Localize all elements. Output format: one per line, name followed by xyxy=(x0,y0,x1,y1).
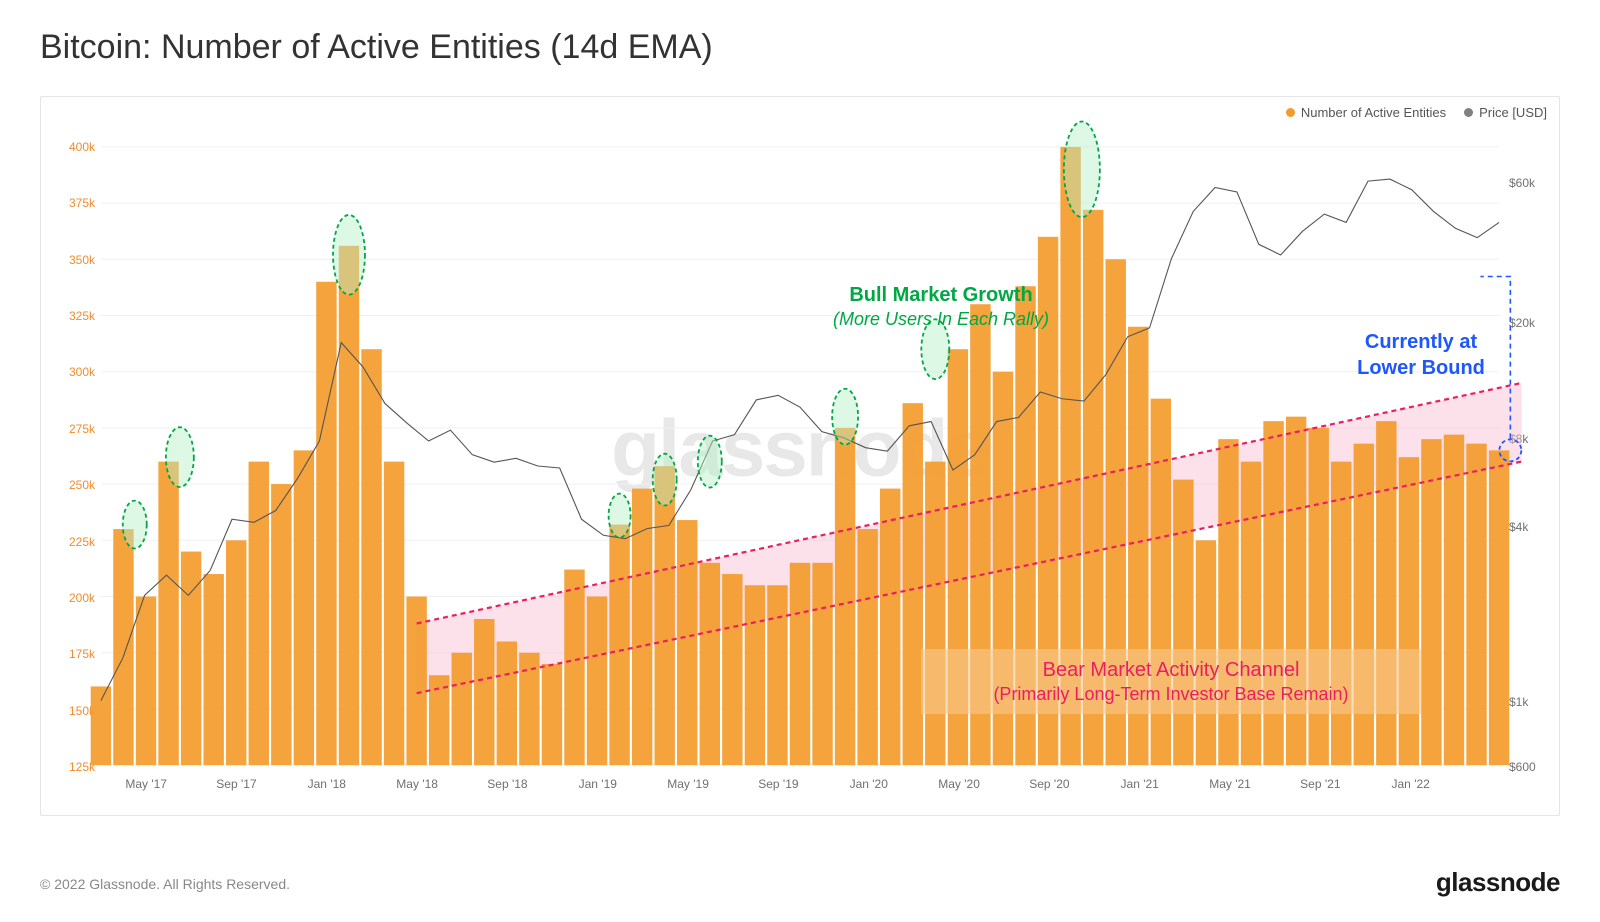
annotation-current-line2: Lower Bound xyxy=(1331,355,1511,381)
brand-logo: glassnode xyxy=(1436,867,1560,898)
chart-container: Number of Active Entities Price [USD] gl… xyxy=(40,96,1560,816)
annotation-bull-line1: Bull Market Growth xyxy=(761,282,1121,308)
annotation-current: Currently at Lower Bound xyxy=(1331,329,1511,381)
annotation-current-line1: Currently at xyxy=(1331,329,1511,355)
annotation-bear-line2: (Primarily Long-Term Investor Base Remai… xyxy=(935,683,1407,706)
annotation-bear-line1: Bear Market Activity Channel xyxy=(935,657,1407,683)
annotation-bull-market: Bull Market Growth (More Users In Each R… xyxy=(761,282,1121,331)
chart-title: Bitcoin: Number of Active Entities (14d … xyxy=(40,28,713,67)
copyright-text: © 2022 Glassnode. All Rights Reserved. xyxy=(40,876,290,892)
annotation-bear-market: Bear Market Activity Channel (Primarily … xyxy=(921,649,1421,714)
annotation-bull-line2: (More Users In Each Rally) xyxy=(761,308,1121,331)
